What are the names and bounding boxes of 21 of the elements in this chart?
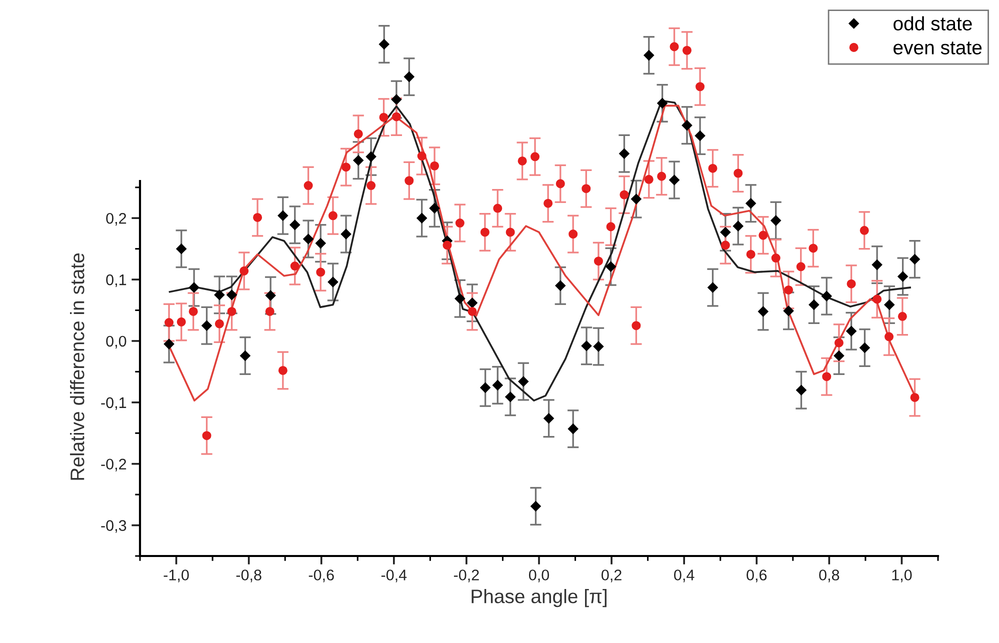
x-tick-label: 0,4: [674, 570, 694, 582]
x-tick-label: 0,0: [528, 570, 550, 582]
y-tick-label: -0,2: [101, 458, 126, 472]
x-tick-label: -0,6: [308, 570, 334, 582]
y-axis-title: Relative difference in state: [70, 253, 84, 480]
x-tick-label: 1,0: [892, 570, 912, 582]
y-tick-label: 0,0: [106, 336, 126, 348]
x-tick-label: -0,2: [454, 570, 479, 582]
legend-label: odd state: [894, 16, 972, 30]
x-tick-label: 0,6: [746, 570, 767, 582]
x-tick-label: -0,4: [381, 570, 407, 582]
x-tick-label: 0,8: [819, 570, 840, 582]
x-tick-label: -0,8: [236, 570, 262, 582]
y-tick-label: -0,1: [101, 397, 126, 410]
y-tick-label: 0,1: [106, 274, 126, 288]
y-tick-label: -0,3: [101, 520, 126, 533]
x-tick-label: -1,0: [164, 570, 189, 582]
y-tick-label: 0,2: [106, 212, 126, 226]
x-axis-title: Phase angle [π]: [472, 588, 606, 608]
legend-label: even state: [894, 42, 982, 54]
x-tick-label: 0,2: [602, 570, 622, 582]
